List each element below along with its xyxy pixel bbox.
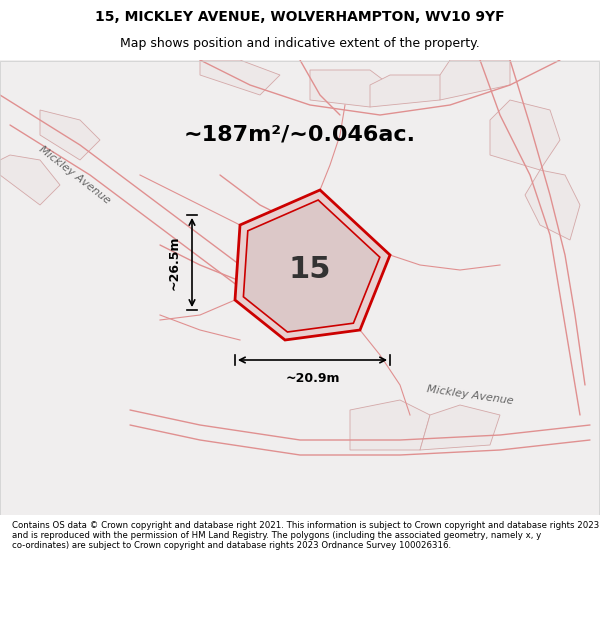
Polygon shape <box>370 75 450 107</box>
Text: 15, MICKLEY AVENUE, WOLVERHAMPTON, WV10 9YF: 15, MICKLEY AVENUE, WOLVERHAMPTON, WV10 … <box>95 10 505 24</box>
Polygon shape <box>310 70 390 107</box>
Text: ~26.5m: ~26.5m <box>167 235 181 290</box>
Polygon shape <box>200 60 280 95</box>
Text: Mickley Avenue: Mickley Avenue <box>426 384 514 406</box>
Text: Contains OS data © Crown copyright and database right 2021. This information is : Contains OS data © Crown copyright and d… <box>12 521 599 550</box>
Polygon shape <box>350 400 430 450</box>
Text: Mickley Avenue: Mickley Avenue <box>37 144 113 206</box>
Polygon shape <box>525 170 580 240</box>
Polygon shape <box>490 100 560 170</box>
Polygon shape <box>440 60 510 100</box>
Text: ~20.9m: ~20.9m <box>285 371 340 384</box>
Polygon shape <box>244 200 380 332</box>
Text: Map shows position and indicative extent of the property.: Map shows position and indicative extent… <box>120 37 480 50</box>
Polygon shape <box>0 155 60 205</box>
Polygon shape <box>420 405 500 450</box>
Polygon shape <box>40 110 100 160</box>
Text: ~187m²/~0.046ac.: ~187m²/~0.046ac. <box>184 125 416 145</box>
Text: 15: 15 <box>289 256 331 284</box>
Polygon shape <box>235 190 390 340</box>
